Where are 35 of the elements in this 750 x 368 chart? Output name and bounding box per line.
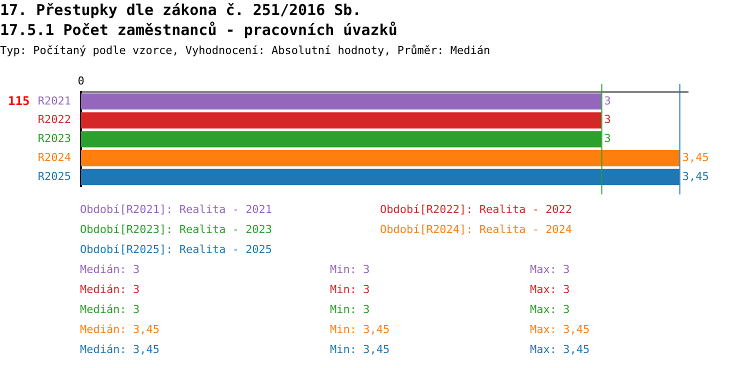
text: 115 xyxy=(8,94,30,108)
text: Max: 3 xyxy=(530,263,570,276)
text: Min: 3,45 xyxy=(330,323,390,336)
text: Min: 3,45 xyxy=(330,343,390,356)
text: Max: 3 xyxy=(530,283,570,296)
data-label: 3,45 xyxy=(682,170,709,183)
data-label: 3 xyxy=(604,113,611,126)
y-tick-label: R2023 xyxy=(38,132,71,146)
text: Typ: Počítaný podle vzorce, Vyhodnocení: Absolutní hodnoty, Průměr: Medián xyxy=(0,44,490,57)
chart-title: 17. Přestupky dle zákona č. 251/2016 Sb. xyxy=(0,1,362,19)
data-label: 3 xyxy=(604,132,611,146)
text: Max: 3,45 xyxy=(530,343,590,356)
annotation: 0 xyxy=(78,74,84,88)
text: Min: 3 xyxy=(330,263,370,276)
text: Max: 3 xyxy=(530,303,570,316)
chart-subtitle: 17.5.1 Počet zaměstnanců - pracovních úvazků xyxy=(0,21,398,39)
text: Období[R2021]: Realita - 2021 xyxy=(80,203,272,216)
y-tick-label: R2025 xyxy=(38,170,71,183)
text: Medián: 3 xyxy=(80,303,140,316)
data-label: 3 xyxy=(604,94,611,108)
text: Období[R2025]: Realita - 2025 xyxy=(80,243,272,256)
text: Období[R2023]: Realita - 2023 xyxy=(80,223,272,236)
y-tick-label: R2021 xyxy=(38,94,71,108)
y-tick-label: R2024 xyxy=(38,150,72,164)
text: Období[R2024]: Realita - 2024 xyxy=(380,223,572,236)
y-tick-label: R2022 xyxy=(38,113,71,126)
text: Min: 3 xyxy=(330,303,370,316)
text: Max: 3,45 xyxy=(530,323,590,336)
text: Medián: 3 xyxy=(80,283,140,296)
text: Min: 3 xyxy=(330,283,370,296)
text: Období[R2022]: Realita - 2022 xyxy=(380,203,572,216)
text: Medián: 3 xyxy=(80,263,140,276)
text: Medián: 3,45 xyxy=(80,323,160,336)
data-label: 3,45 xyxy=(682,150,709,164)
text: Medián: 3,45 xyxy=(80,343,160,356)
